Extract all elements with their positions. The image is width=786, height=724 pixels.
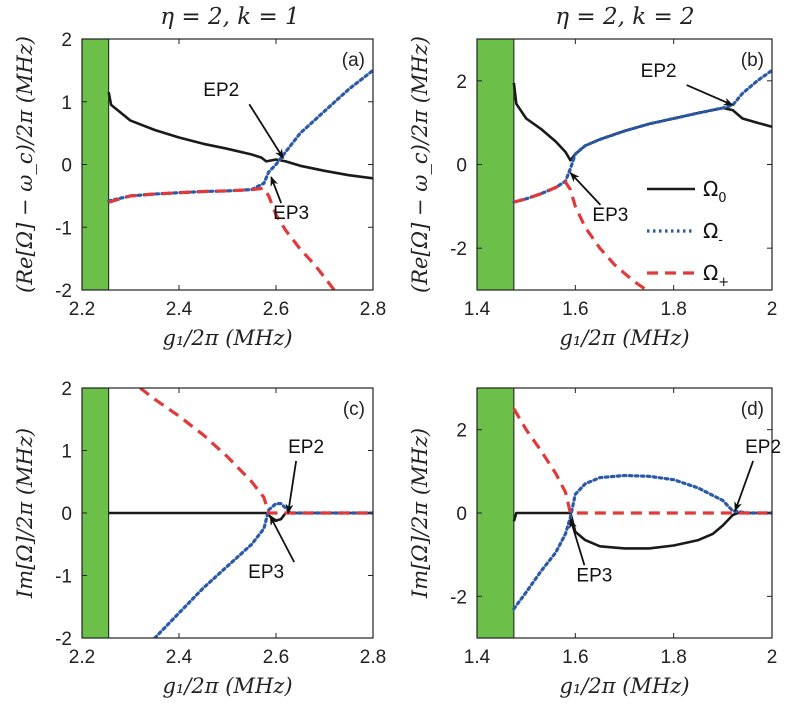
annotation-arrow-a-1 [270, 176, 282, 204]
series-line-b-omega_plus [513, 180, 648, 290]
x-tick-label-a-1: 2.4 [166, 299, 193, 320]
x-tick-label-a-0: 2.2 [69, 299, 95, 320]
legend-subscript-omega_plus: + [718, 275, 729, 290]
legend-subscript-omega_minus: - [718, 233, 723, 248]
y-tick-label-d-1: 0 [456, 504, 467, 525]
annotation-a-ep3: EP3 [270, 176, 309, 224]
series-line-d-omega_plus [512, 407, 772, 515]
annotation-b-ep2: EP2 [641, 61, 734, 106]
y-tick-label-c-0: -2 [55, 629, 72, 650]
y-tick-label-a-4: 2 [61, 30, 72, 51]
annotation-c-ep3: EP3 [248, 515, 295, 583]
legend-subscript-omega0: 0 [718, 191, 726, 206]
annotation-d-ep2: EP2 [734, 437, 781, 512]
x-tick-label-b-3: 2 [767, 299, 778, 320]
annotation-b-ep3: EP3 [569, 172, 628, 226]
series-line-c-omega_minus [153, 502, 373, 638]
y-tick-label-d-2: 2 [456, 421, 467, 442]
plot-area-b [477, 39, 772, 290]
x-tick-label-d-3: 2 [767, 647, 778, 668]
y-tick-label-a-3: 1 [61, 93, 72, 114]
series-group-d [512, 407, 772, 611]
panel-label-d: (d) [741, 399, 764, 420]
annotation-label-c-1: EP3 [248, 562, 284, 583]
annotation-label-a-1: EP3 [273, 203, 309, 224]
panel-a: 2.2 2.4 2.6 2.8 -2 -1 0 1 2 g₁/2π (MHz) (Re[Ω] − ω… [13, 30, 386, 350]
panel-c: 2.2 2.4 2.6 2.8 -2 -1 0 1 2 g₁/2π (MHz) Im[Ω]/2π (… [13, 379, 386, 698]
series-line-d-omega_minus [512, 473, 772, 611]
panel-label-a: (a) [342, 50, 365, 71]
x-tick-label-d-1: 1.6 [562, 647, 588, 668]
y-tick-label-b-1: 0 [456, 156, 467, 177]
annotation-arrow-d-1 [569, 518, 586, 566]
legend-label-omega_minus: Ω- [703, 219, 723, 248]
y-tick-label-c-2: 0 [61, 504, 72, 525]
annotation-d-ep3: EP3 [569, 518, 612, 586]
series-line-a-omega_plus [108, 186, 336, 290]
y-axis-label-d: Im[Ω]/2π (MHz) [408, 428, 432, 599]
annotation-a-ep2: EP2 [203, 80, 285, 160]
panel-label-c: (c) [343, 399, 365, 420]
y-axis-label-b: (Re[Ω] − ω_c)/2π (MHz) [408, 36, 432, 293]
x-tick-label-b-2: 1.8 [660, 299, 686, 320]
annotation-label-c-0: EP2 [288, 437, 324, 458]
annotation-label-b-1: EP3 [592, 205, 628, 226]
panel-label-b: (b) [741, 50, 764, 71]
y-tick-label-a-0: -2 [55, 281, 72, 302]
x-tick-label-d-2: 1.8 [660, 647, 686, 668]
annotation-arrow-d-0 [734, 460, 754, 512]
annotation-label-a-0: EP2 [203, 80, 239, 101]
plot-area-a [82, 39, 373, 290]
panel-d: 1.4 1.6 1.8 2 -2 0 2 g₁/2π (MHz) Im[Ω]/2π (MHz) (… [408, 387, 781, 698]
x-axis-label-a: g₁/2π (MHz) [162, 326, 292, 350]
annotation-arrow-b-1 [569, 172, 602, 206]
y-tick-label-d-0: -2 [450, 587, 467, 608]
annotation-arrow-c-0 [285, 460, 298, 514]
shaded-region-b [476, 38, 515, 291]
x-tick-label-a-3: 2.8 [360, 299, 386, 320]
annotation-label-b-0: EP2 [641, 61, 677, 82]
series-group-a [107, 68, 373, 290]
y-tick-label-c-3: 1 [61, 442, 72, 463]
panel-b: 1.4 1.6 1.8 2 -2 0 2 g₁/2π (MHz) (Re[Ω] − ω_c)/2… [408, 36, 777, 350]
y-tick-label-a-2: 0 [61, 156, 72, 177]
x-axis-label-d: g₁/2π (MHz) [559, 674, 689, 698]
y-tick-label-c-4: 2 [61, 379, 72, 400]
x-tick-label-b-0: 1.4 [464, 299, 491, 320]
annotation-label-d-0: EP2 [745, 437, 781, 458]
x-axis-label-b: g₁/2π (MHz) [559, 326, 689, 350]
series-group-c [108, 388, 373, 638]
y-tick-label-b-2: 2 [456, 72, 467, 93]
x-tick-label-c-1: 2.4 [166, 647, 193, 668]
annotation-label-d-1: EP3 [576, 565, 612, 586]
y-tick-label-c-1: -1 [55, 567, 72, 588]
x-tick-label-a-2: 2.6 [263, 299, 289, 320]
x-tick-label-b-1: 1.6 [562, 299, 588, 320]
x-tick-label-c-0: 2.2 [69, 647, 95, 668]
series-line-d-omega0 [512, 511, 772, 550]
shaded-region-d [476, 387, 515, 639]
annotation-arrow-c-1 [269, 515, 295, 563]
x-tick-label-c-2: 2.6 [263, 647, 289, 668]
annotation-c-ep2: EP2 [285, 437, 324, 514]
x-tick-label-c-3: 2.8 [360, 647, 386, 668]
y-tick-label-b-0: -2 [450, 239, 467, 260]
column-title-right: η = 2, k = 2 [555, 4, 694, 30]
y-tick-label-a-1: -1 [55, 218, 72, 239]
series-line-a-omega0 [107, 92, 373, 180]
annotation-arrow-a-0 [248, 103, 285, 160]
y-axis-label-a: (Re[Ω] − ω_c)/2π (MHz) [13, 36, 37, 293]
y-axis-label-c: Im[Ω]/2π (MHz) [13, 428, 37, 599]
series-line-c-omega_plus [139, 388, 373, 515]
x-axis-label-c: g₁/2π (MHz) [162, 674, 292, 698]
x-tick-label-d-0: 1.4 [464, 647, 491, 668]
annotation-arrow-b-0 [686, 84, 734, 106]
series-group-b [512, 68, 772, 290]
column-title-left: η = 2, k = 1 [160, 4, 299, 30]
